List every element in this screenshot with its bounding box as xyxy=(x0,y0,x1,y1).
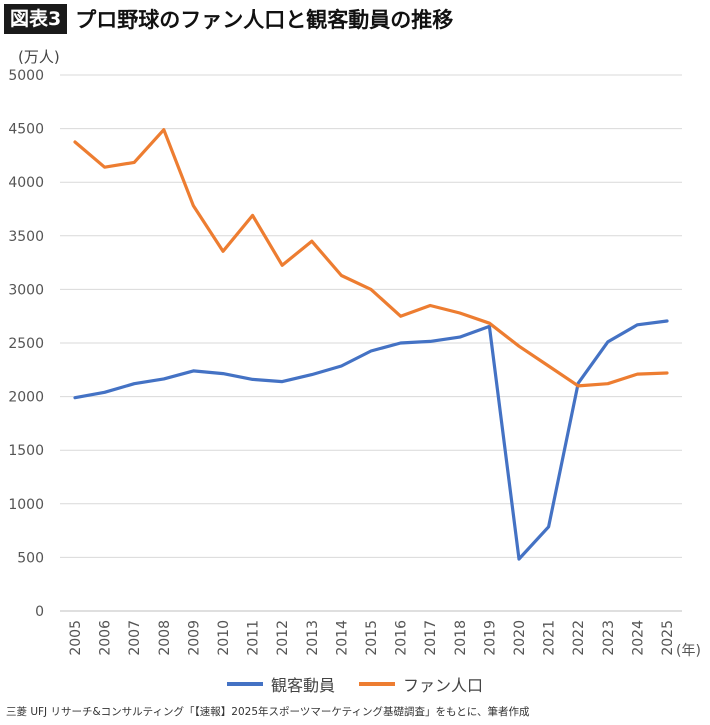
y-tick-label: 1000 xyxy=(8,497,44,513)
x-tick-label: 2023 xyxy=(601,620,617,656)
x-tick-label: 2021 xyxy=(542,620,558,656)
legend-swatch-attendance xyxy=(226,682,263,686)
x-tick-label: 2017 xyxy=(423,620,439,656)
x-tick-label: 2013 xyxy=(305,620,321,656)
x-tick-label: 2014 xyxy=(334,620,350,656)
y-tick-label: 4500 xyxy=(8,122,44,138)
series-line-0 xyxy=(73,319,669,561)
y-tick-label: 2000 xyxy=(8,390,44,406)
legend-label-fan-population: ファン人口 xyxy=(403,676,484,695)
y-axis-unit-label: (万人) xyxy=(18,48,60,66)
figure-badge: 図表3 xyxy=(4,4,68,34)
x-tick-label: 2024 xyxy=(630,620,646,656)
page-title: プロ野球のファン人口と観客動員の推移 xyxy=(75,8,454,32)
x-tick-label: 2007 xyxy=(127,620,143,656)
x-tick-label: 2018 xyxy=(453,620,469,656)
x-tick-label: 2005 xyxy=(68,620,84,656)
x-tick-label: 2020 xyxy=(512,620,528,656)
y-tick-label: 3500 xyxy=(8,229,44,245)
x-tick-label: 2010 xyxy=(216,620,232,656)
legend-item-fan-population: ファン人口 xyxy=(359,672,483,696)
x-tick-label: 2022 xyxy=(571,620,587,656)
chart-legend: 観客動員 ファン人口 xyxy=(0,672,710,696)
x-tick-label: 2015 xyxy=(364,620,380,656)
x-tick-label: 2025 xyxy=(660,620,676,656)
y-tick-label: 500 xyxy=(17,550,44,566)
x-tick-label: 2011 xyxy=(246,620,262,656)
x-tick-label: 2006 xyxy=(98,620,114,656)
header: 図表3 プロ野球のファン人口と観客動員の推移 xyxy=(4,4,453,34)
y-tick-label: 0 xyxy=(35,604,44,620)
x-axis-unit-label: (年) xyxy=(676,643,701,659)
x-tick-label: 2019 xyxy=(482,620,498,656)
legend-swatch-fan-population xyxy=(359,682,395,686)
x-tick-label: 2012 xyxy=(275,620,291,656)
y-tick-label: 5000 xyxy=(8,68,44,84)
y-tick-label: 2500 xyxy=(8,336,44,352)
x-tick-label: 2008 xyxy=(157,620,173,656)
y-tick-label: 1500 xyxy=(8,443,44,459)
source-note: 三菱 UFJ リサーチ&コンサルティング「【速報】2025年スポーツマーケティン… xyxy=(6,706,530,718)
y-tick-label: 4000 xyxy=(8,175,44,191)
x-tick-label: 2016 xyxy=(394,620,410,656)
x-tick-label: 2009 xyxy=(186,620,202,656)
legend-item-attendance: 観客動員 xyxy=(226,672,335,696)
series-line-1 xyxy=(73,128,669,388)
y-tick-label: 3000 xyxy=(8,282,44,298)
legend-label-attendance: 観客動員 xyxy=(270,676,335,695)
